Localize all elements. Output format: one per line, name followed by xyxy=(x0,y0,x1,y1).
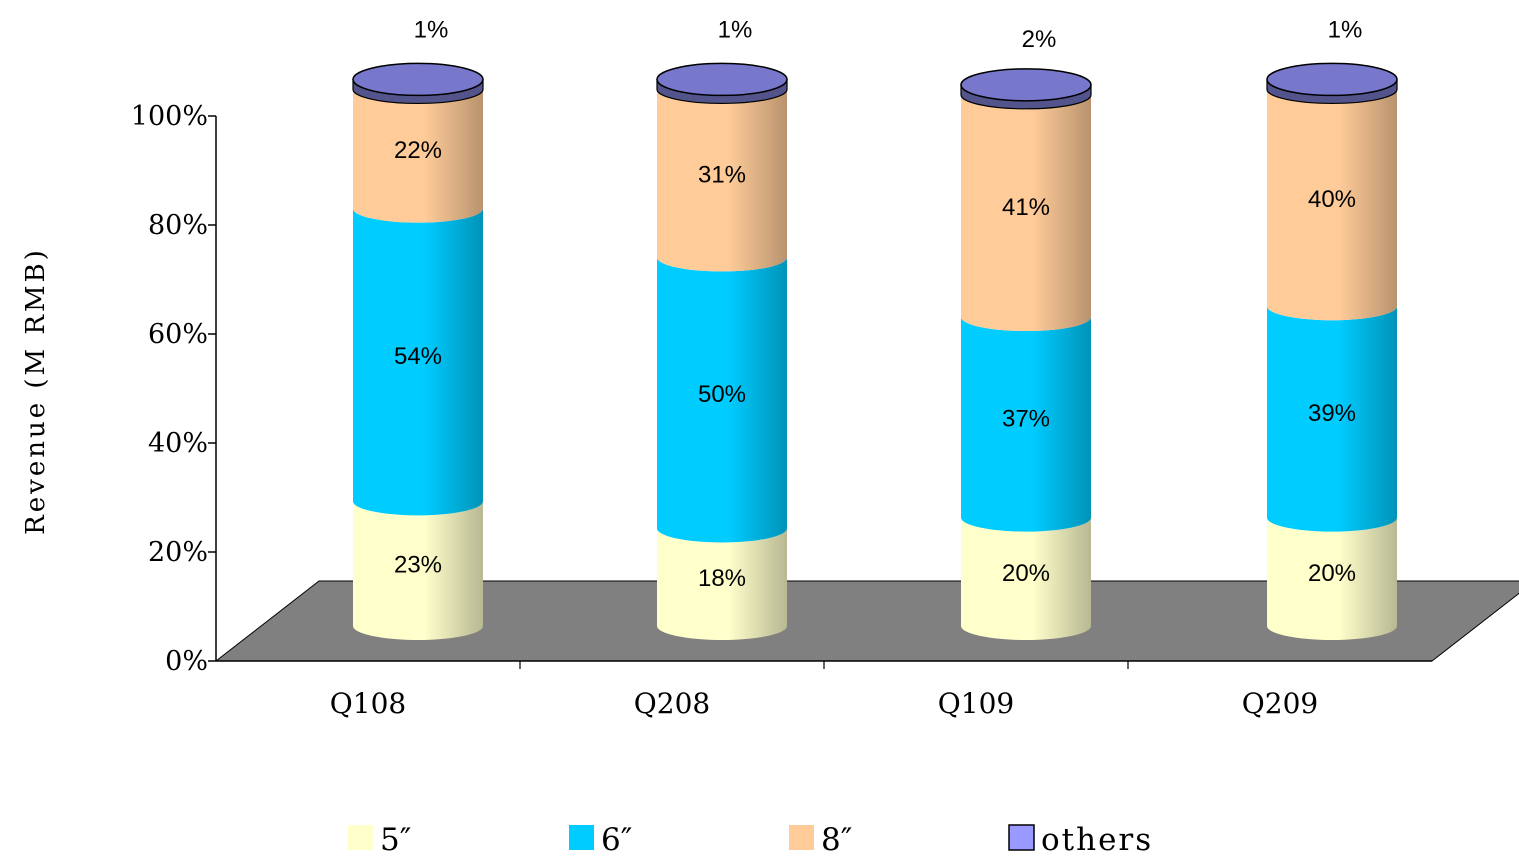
bar-segment-5-Q209 xyxy=(1267,517,1397,640)
y-tick-label: 100% xyxy=(131,101,208,132)
data-label: 2% xyxy=(1022,26,1057,53)
x-tick-label: Q209 xyxy=(1242,687,1318,720)
legend-swatch xyxy=(348,825,373,850)
bar-segment-5-Q109 xyxy=(961,517,1091,640)
x-tick-label: Q108 xyxy=(330,687,406,720)
x-tick-label: Q109 xyxy=(938,687,1014,720)
bar-segment-6-Q209 xyxy=(1267,306,1397,532)
bar-segment-5-Q208 xyxy=(657,528,787,640)
bar-segment-6-Q108 xyxy=(353,208,483,516)
legend-label: others xyxy=(1041,822,1153,858)
data-label: 18% xyxy=(698,565,746,592)
data-label: 1% xyxy=(1328,16,1363,43)
legend-label: 8″ xyxy=(821,822,852,858)
data-label: 54% xyxy=(394,343,442,370)
data-label: 31% xyxy=(698,161,746,188)
y-axis-title: Revenue (M RMB) xyxy=(21,247,51,535)
y-tick-label: 80% xyxy=(148,210,208,241)
legend-swatch xyxy=(1008,824,1035,851)
data-label: 41% xyxy=(1002,194,1050,221)
bar-segment-6-Q109 xyxy=(961,317,1091,532)
legend-swatch xyxy=(569,825,594,850)
legend-item-2: 8″ xyxy=(789,822,852,858)
y-tick-label: 20% xyxy=(148,537,208,568)
bar-segment-others-Q109 xyxy=(960,68,1092,102)
data-label: 23% xyxy=(394,552,442,579)
data-label: 40% xyxy=(1308,186,1356,213)
legend-item-0: 5″ xyxy=(348,822,411,858)
legend-swatch xyxy=(789,825,814,850)
bar-segment-others-Q108 xyxy=(352,62,484,97)
y-tick-label: 0% xyxy=(165,646,208,677)
data-label: 39% xyxy=(1308,400,1356,427)
data-label: 50% xyxy=(698,381,746,408)
cylinder-Q109 xyxy=(960,68,1092,640)
data-label: 37% xyxy=(1002,405,1050,432)
legend-label: 6″ xyxy=(601,822,632,858)
cylinder-Q209 xyxy=(1266,62,1398,640)
bar-segment-others-Q208 xyxy=(656,62,788,97)
bar-segment-8-Q108 xyxy=(353,89,483,223)
bar-segment-8-Q109 xyxy=(961,94,1091,332)
data-label: 1% xyxy=(414,16,449,43)
data-label: 20% xyxy=(1308,560,1356,587)
bar-segment-8-Q209 xyxy=(1267,89,1397,321)
y-tick-label: 60% xyxy=(148,319,208,350)
bar-segment-8-Q208 xyxy=(657,89,787,272)
cylinder-Q208 xyxy=(656,62,788,640)
data-label: 20% xyxy=(1002,560,1050,587)
bar-segment-6-Q208 xyxy=(657,257,787,543)
y-tick-label: 40% xyxy=(148,428,208,459)
data-label: 22% xyxy=(394,137,442,164)
data-label: 1% xyxy=(718,16,753,43)
legend-item-3: others xyxy=(1008,822,1153,858)
cylinder-Q108 xyxy=(352,62,484,640)
legend-item-1: 6″ xyxy=(569,822,632,858)
bar-segment-others-Q209 xyxy=(1266,62,1398,97)
legend-label: 5″ xyxy=(380,822,411,858)
bar-segment-5-Q108 xyxy=(353,501,483,640)
x-tick-label: Q208 xyxy=(634,687,710,720)
